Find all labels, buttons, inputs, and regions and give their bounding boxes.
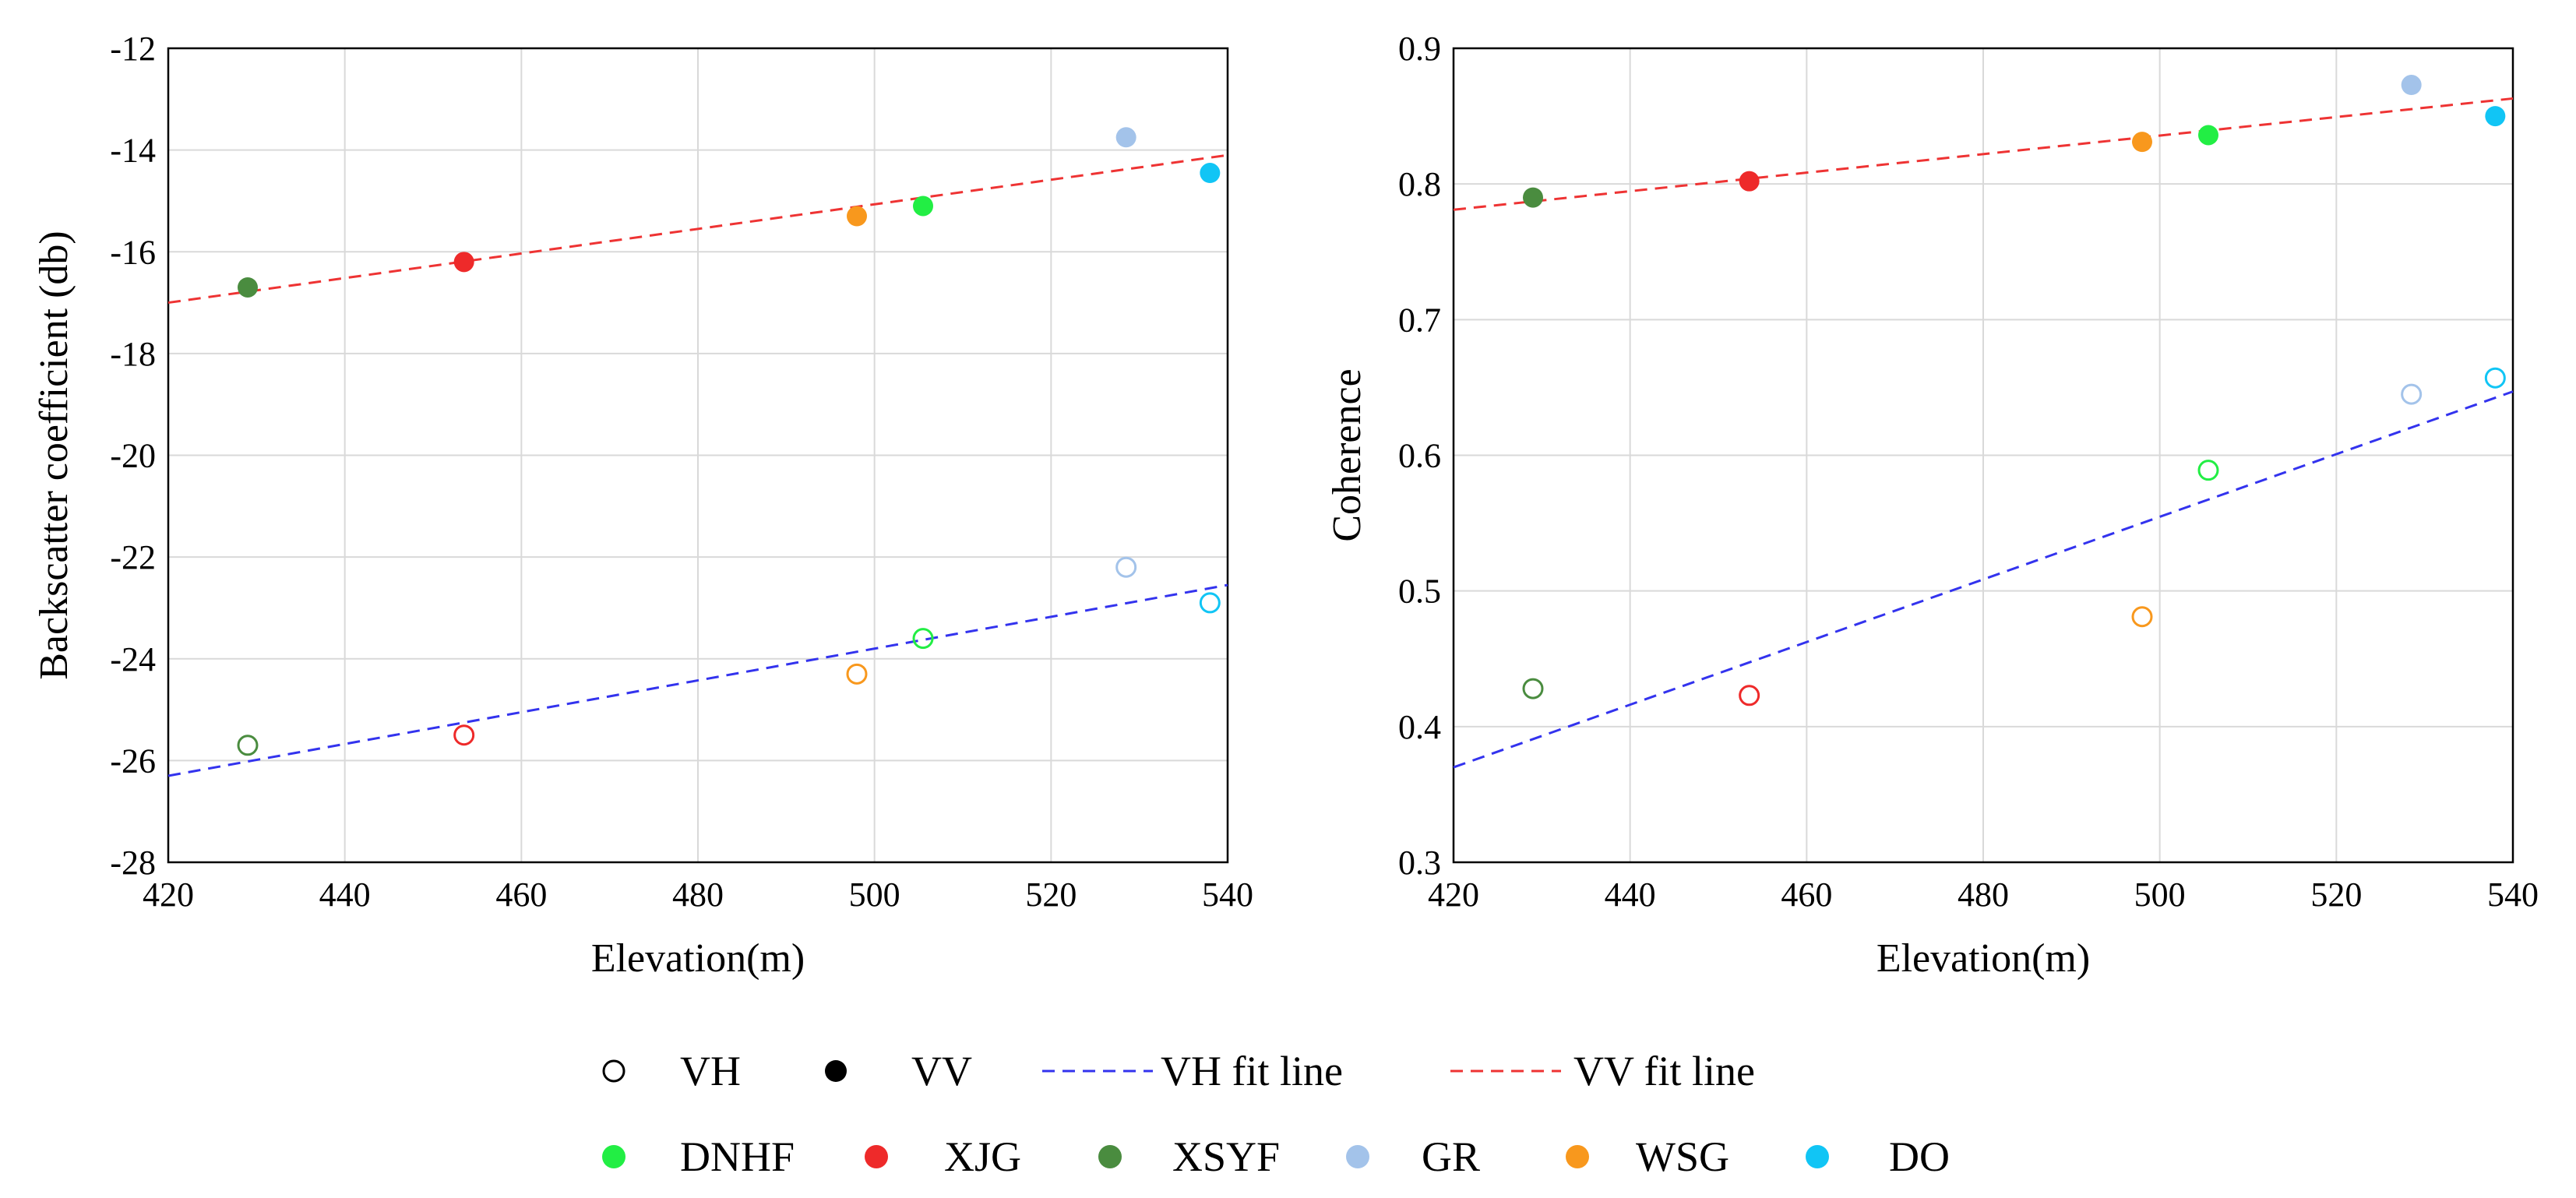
x-axis-label: Elevation(m) (591, 936, 805, 981)
legend-label-xsyf: XSYF (1172, 1133, 1280, 1180)
x-tick-label: 460 (1781, 876, 1832, 914)
plot-frame (1452, 47, 2514, 864)
y-tick-label: -22 (110, 538, 156, 576)
vv-point-wsg (2132, 132, 2152, 153)
chart-panel-2: 420 440 460 480 500 520 540 0.3 0.4 0.5 0.6 0.7 0.8 0… (1325, 30, 2539, 981)
vv-point-wsg (847, 206, 867, 227)
y-tick-label: -12 (110, 30, 156, 68)
vh-point-wsg (2131, 606, 2153, 628)
x-tick-label: 520 (1025, 876, 1077, 914)
legend-label-dnhf: DNHF (680, 1133, 795, 1180)
y-tick-label: -14 (110, 132, 156, 170)
vv-point-xsyf (238, 277, 258, 298)
legend-label: VH (680, 1048, 741, 1094)
y-tick-label: -20 (110, 437, 156, 475)
vh-fit-line (167, 583, 1228, 777)
x-tick-label: 540 (2487, 876, 2539, 914)
vv-point-xsyf (1523, 187, 1543, 208)
vh-point-gr (1115, 556, 1137, 578)
x-tick-label: 500 (2134, 876, 2186, 914)
vh-point-do (1199, 592, 1221, 614)
x-tick-label: 420 (143, 876, 194, 914)
vh-point-xsyf (1522, 678, 1544, 699)
vv-point-dnhf (913, 196, 933, 217)
vh-point-xsyf (237, 735, 259, 756)
y-tick-label: -18 (110, 335, 156, 373)
vh-point-xjg (453, 724, 475, 746)
legend-label: VV (911, 1048, 972, 1094)
legend-label: VV fit line (1573, 1048, 1755, 1094)
x-tick-label: 540 (1202, 876, 1253, 914)
y-tick-label: 0.5 (1398, 573, 1441, 611)
x-axis-label: Elevation(m) (1876, 936, 2090, 981)
y-tick-label: -26 (110, 742, 156, 780)
vv-point-do (2485, 106, 2506, 127)
x-tick-label: 500 (849, 876, 900, 914)
legend-marker-do (1806, 1145, 1829, 1168)
y-tick-label: 0.4 (1398, 708, 1441, 746)
legend-marker-gr (1346, 1145, 1369, 1168)
x-tick-label: 460 (495, 876, 547, 914)
chart-panel-1: 420 440 460 480 500 520 540 -28 -26 -24 -22 -20 -18 -… (32, 30, 1253, 981)
y-tick-label: -16 (110, 233, 156, 271)
legend-label-do: DO (1889, 1133, 1950, 1180)
x-tick-label: 520 (2310, 876, 2362, 914)
x-tick-label: 420 (1428, 876, 1479, 914)
legend-label-xjg: XJG (944, 1133, 1021, 1180)
y-tick-label: -28 (110, 844, 156, 882)
x-tick-label: 440 (1605, 876, 1656, 914)
vh-point-dnhf (912, 628, 934, 650)
legend: VH VV VH fit line VV fit line DNHF XJG XSYF GR W… (602, 1048, 1950, 1180)
y-tick-label: 0.6 (1398, 437, 1441, 475)
vv-point-dnhf (2198, 125, 2218, 146)
y-tick-label: 0.9 (1398, 30, 1441, 68)
vv-fit-line (167, 153, 1228, 305)
vh-fit-line (1453, 390, 2514, 769)
legend-marker-vh (602, 1059, 625, 1083)
vh-point-do (2484, 367, 2506, 389)
vh-point-xjg (1739, 685, 1760, 706)
legend-marker-dnhf (602, 1145, 625, 1168)
y-tick-label: 0.8 (1398, 165, 1441, 203)
x-tick-label: 480 (1958, 876, 2009, 914)
vh-point-gr (2401, 383, 2423, 405)
y-axis-label: Coherence (1325, 368, 1369, 541)
legend-label-gr: GR (1422, 1133, 1480, 1180)
legend-marker-wsg (1566, 1145, 1589, 1168)
vh-point-dnhf (2197, 460, 2219, 481)
vv-point-xjg (1739, 171, 1760, 192)
legend-label-wsg: WSG (1636, 1133, 1729, 1180)
y-tick-label: -24 (110, 640, 156, 678)
y-tick-label: 0.3 (1398, 844, 1441, 882)
vv-point-xjg (453, 252, 474, 273)
vv-fit-line (1453, 97, 2514, 211)
vv-point-gr (1115, 127, 1136, 148)
vv-point-gr (2401, 75, 2422, 96)
legend-marker-vv (825, 1060, 847, 1082)
legend-marker-xsyf (1098, 1145, 1122, 1168)
plot-frame (167, 47, 1229, 864)
x-tick-label: 440 (319, 876, 371, 914)
x-tick-label: 480 (672, 876, 724, 914)
y-tick-label: 0.7 (1398, 301, 1441, 339)
vh-point-wsg (846, 663, 868, 685)
legend-marker-xjg (865, 1145, 888, 1168)
legend-label: VH fit line (1161, 1048, 1343, 1094)
vv-point-do (1200, 163, 1221, 184)
y-axis-label: Backscatter coefficient (db) (32, 231, 76, 680)
